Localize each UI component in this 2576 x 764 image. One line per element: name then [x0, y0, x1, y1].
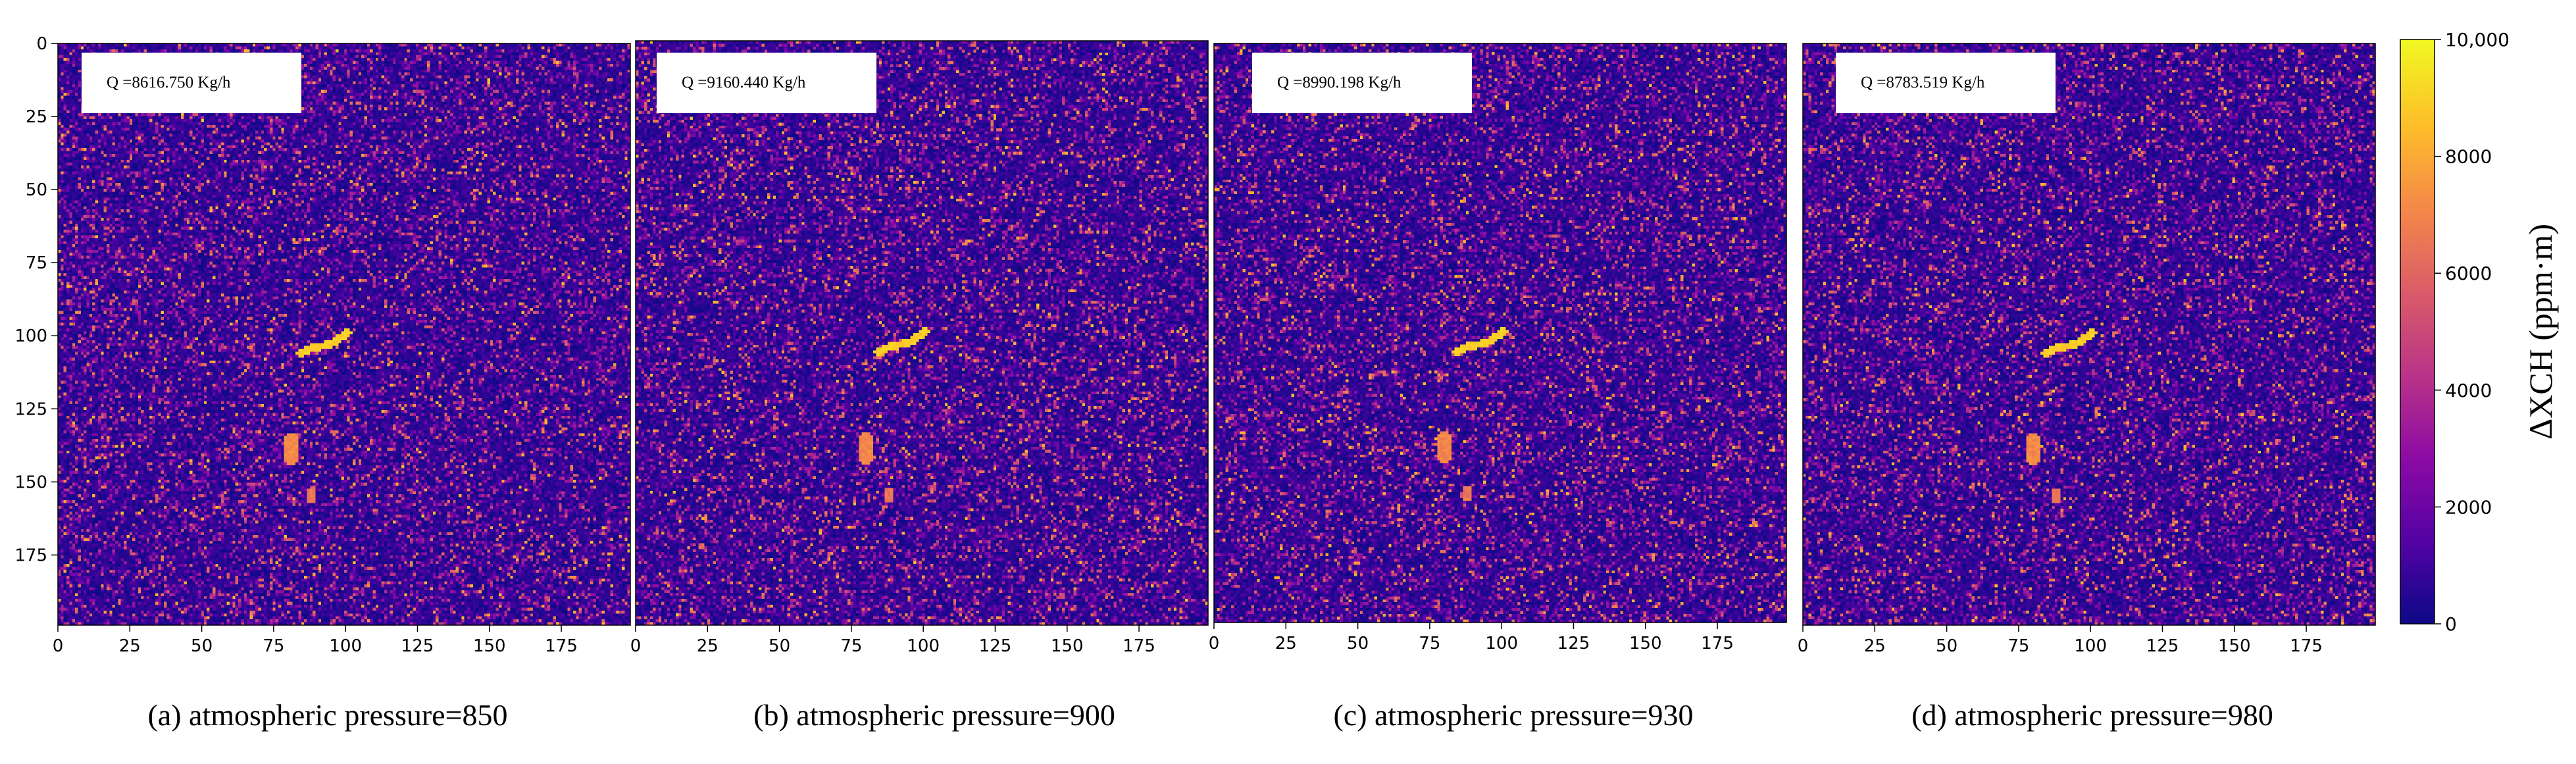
x-tick-label-b: 75: [840, 636, 862, 656]
x-tick-label-c: 25: [1275, 634, 1297, 653]
x-tick-label-c: 175: [1701, 634, 1734, 653]
heatmap-image-a: [58, 43, 630, 625]
panel-caption-d: (d) atmospheric pressure=980: [1911, 698, 2273, 732]
heatmap-image-b: [636, 41, 1208, 625]
x-tick-label-b: 175: [1123, 636, 1155, 656]
colorbar-tick-label: 2000: [2445, 496, 2492, 518]
x-tick-label-a: 175: [545, 636, 578, 656]
x-tick-label-d: 175: [2290, 636, 2323, 656]
colorbar-tick-label: 0: [2445, 613, 2457, 635]
panel-caption-c: (c) atmospheric pressure=930: [1333, 698, 1694, 732]
y-tick-label-a: 0: [36, 34, 47, 54]
y-tick-label-a: 150: [14, 472, 47, 492]
x-tick-label-b: 25: [697, 636, 719, 656]
x-tick-label-a: 50: [191, 636, 213, 656]
colorbar-gradient: [2400, 39, 2435, 624]
colorbar-tick-label: 6000: [2445, 263, 2492, 284]
x-tick-label-a: 25: [119, 636, 141, 656]
x-tick-label-d: 150: [2218, 636, 2251, 656]
x-tick-label-d: 0: [1798, 636, 1809, 656]
flow-rate-annotation-a: Q =8616.750 Kg/h: [82, 53, 301, 113]
panel-caption-a: (a) atmospheric pressure=850: [147, 698, 508, 732]
panel-a: 0 25 50 75 100 125 150 175 0 25 50 75 100 125 150 175: [14, 34, 631, 656]
y-tick-label-a: 50: [26, 180, 47, 200]
x-tick-label-b: 125: [979, 636, 1012, 656]
panel-c: 0 25 50 75 100 125 150 175: [1209, 43, 1787, 653]
colorbar-tick-label: 8000: [2445, 146, 2492, 168]
x-tick-label-d: 100: [2074, 636, 2107, 656]
x-tick-label-a: 150: [473, 636, 506, 656]
colorbar-tick-label: 10,000: [2445, 29, 2510, 51]
x-tick-label-b: 0: [630, 636, 642, 656]
x-tick-label-c: 0: [1209, 634, 1220, 653]
axes-frame-c: [1213, 43, 1787, 623]
x-tick-label-c: 150: [1629, 634, 1662, 653]
x-tick-label-d: 50: [1936, 636, 1957, 656]
x-tick-label-c: 100: [1485, 634, 1518, 653]
panel-d: 0 25 50 75 100 125 150 175: [1798, 43, 2376, 656]
y-tick-label-a: 175: [14, 546, 47, 565]
x-tick-label-a: 125: [401, 636, 434, 656]
x-tick-label-d: 75: [2008, 636, 2029, 656]
x-tick-label-a: 0: [53, 636, 64, 656]
colorbar-tick-label: 4000: [2445, 380, 2492, 401]
flow-rate-annotation-b: Q =9160.440 Kg/h: [657, 53, 876, 113]
x-tick-label-d: 125: [2146, 636, 2179, 656]
x-tick-label-b: 50: [769, 636, 790, 656]
y-tick-label-a: 25: [26, 107, 47, 127]
x-tick-label-d: 25: [1864, 636, 1886, 656]
axes-frame-b: [635, 40, 1209, 626]
x-tick-label-b: 150: [1051, 636, 1084, 656]
colorbar: 0 2000 4000 6000 8000 10,000 ΔXCH (ppm·m): [2400, 29, 2559, 635]
flow-rate-annotation-c: Q =8990.198 Kg/h: [1252, 53, 1472, 113]
x-tick-label-a: 75: [263, 636, 284, 656]
heatmap-image-d: [1803, 43, 2375, 625]
panel-b: 0 25 50 75 100 125 150 175: [630, 40, 1209, 656]
colorbar-label: ΔXCH (ppm·m): [2522, 224, 2559, 440]
x-tick-label-c: 75: [1419, 634, 1440, 653]
axes-frame-a: [57, 43, 631, 626]
heatmap-image-c: [1214, 43, 1786, 623]
x-tick-label-c: 125: [1557, 634, 1590, 653]
flow-rate-annotation-d: Q =8783.519 Kg/h: [1836, 53, 2056, 113]
x-tick-label-c: 50: [1347, 634, 1369, 653]
x-tick-label-a: 100: [329, 636, 362, 656]
y-tick-label-a: 100: [14, 326, 47, 346]
axes-frame-d: [1802, 43, 2376, 626]
x-tick-label-b: 100: [907, 636, 940, 656]
panel-caption-b: (b) atmospheric pressure=900: [753, 698, 1115, 732]
y-tick-label-a: 75: [26, 253, 47, 273]
y-tick-label-a: 125: [14, 399, 47, 419]
